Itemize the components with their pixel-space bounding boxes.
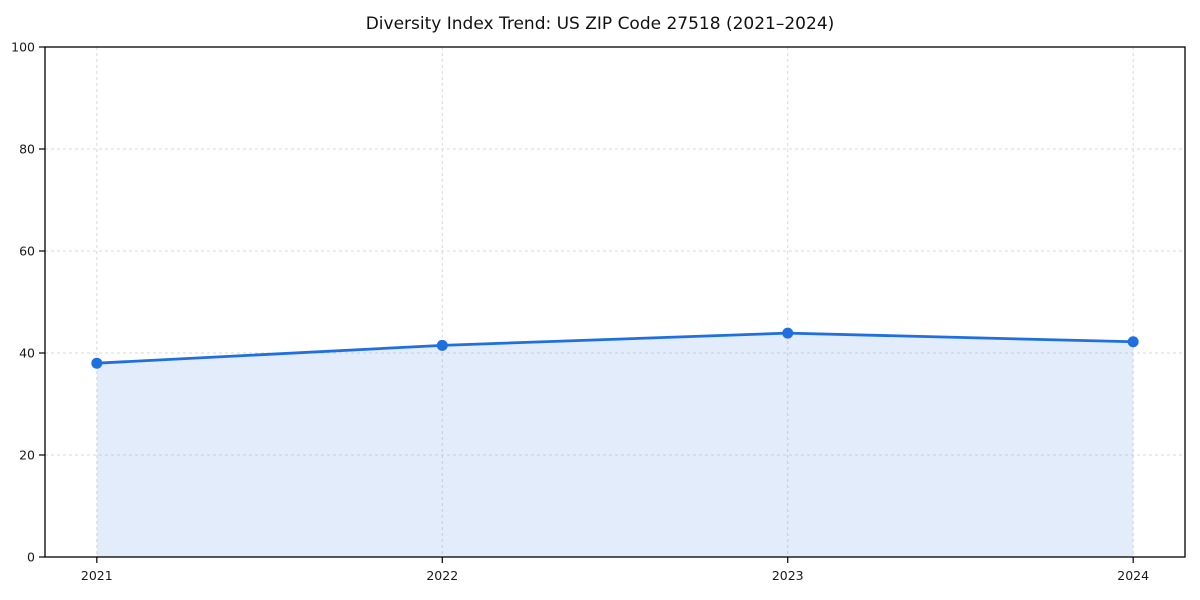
y-tick-label: 100: [11, 40, 35, 55]
x-tick-label: 2021: [81, 568, 113, 583]
chart-title: Diversity Index Trend: US ZIP Code 27518…: [365, 14, 835, 34]
y-tick-label: 60: [19, 244, 35, 259]
data-point-marker: [91, 357, 103, 369]
y-tick-label: 20: [19, 448, 35, 463]
area-fill: [96, 333, 1134, 557]
x-tick-label: 2024: [1117, 568, 1149, 583]
y-tick-label: 40: [19, 346, 35, 361]
data-point-marker: [1127, 336, 1139, 348]
x-tick-label: 2023: [772, 568, 804, 583]
y-tick-label: 80: [19, 142, 35, 157]
x-tick-label: 2022: [426, 568, 458, 583]
plot-border: [44, 46, 1186, 558]
trend-line: [95, 331, 1135, 365]
data-point-marker: [782, 327, 794, 339]
y-tick-label: 0: [27, 550, 35, 565]
data-point-marker: [436, 339, 448, 351]
